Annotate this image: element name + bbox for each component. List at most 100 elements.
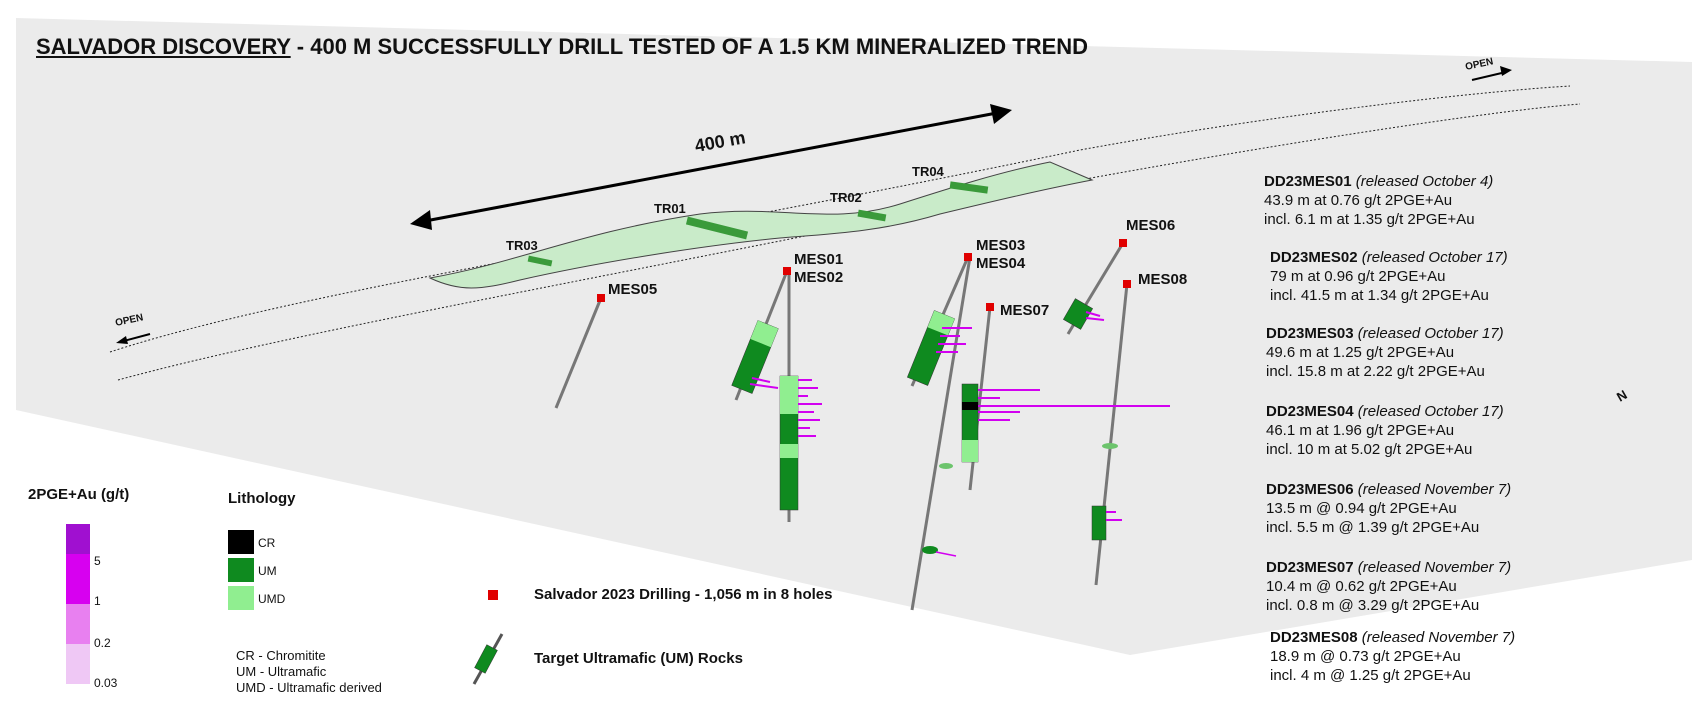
interval-mes04-mid (939, 463, 953, 469)
trench-tr04 (949, 181, 989, 194)
grade-tick-0-2: 0.2 (94, 636, 111, 650)
collar-mes03-mes04 (964, 253, 972, 261)
trench-tr01 (685, 216, 749, 240)
trench-label-tr01: TR01 (654, 201, 686, 216)
hole-release: (released November 7) (1361, 629, 1516, 646)
lithology-um-swatch (228, 558, 254, 582)
hole-id: DD23MES03 (1266, 325, 1354, 342)
grade-tick-0-03: 0.03 (94, 676, 118, 690)
grade-bars-mes08 (1106, 511, 1122, 521)
hole-label-mes03: MES03 (976, 237, 1025, 254)
hole-trace-mes04 (910, 256, 972, 611)
grade-bars-mes04-deep (935, 551, 957, 557)
hole-line1: 46.1 m at 1.96 g/t 2PGE+Au (1266, 422, 1455, 439)
abbr-um: UM - Ultramafic (236, 664, 327, 679)
interval-mes08-upper (1102, 443, 1118, 449)
interval-mes01 (731, 320, 779, 394)
trench-label-tr02: TR02 (830, 190, 862, 205)
hole-release: (released October 4) (1355, 173, 1494, 190)
mineralized-zone (428, 161, 1094, 289)
collar-mes06 (1119, 239, 1127, 247)
hole-line2: incl. 6.1 m at 1.35 g/t 2PGE+Au (1264, 211, 1475, 228)
legend-drilling-text: Salvador 2023 Drilling - 1,056 m in 8 ho… (534, 586, 833, 603)
hole-id: DD23MES07 (1266, 559, 1354, 576)
hole-line1: 13.5 m @ 0.94 g/t 2PGE+Au (1266, 500, 1457, 517)
open-right-arrowhead (1500, 66, 1512, 76)
grade-tick-5: 5 (94, 554, 101, 568)
hole-line1: 49.6 m at 1.25 g/t 2PGE+Au (1266, 344, 1455, 361)
lithology-cr-label: CR (258, 536, 276, 550)
hole-id: DD23MES02 (1270, 249, 1358, 266)
grade-bars-mes02 (798, 379, 822, 437)
hole-id: DD23MES01 (1264, 173, 1352, 190)
page-title: SALVADOR DISCOVERY - 400 M SUCCESSFULLY … (36, 34, 1088, 60)
grade-bars-mes06 (1085, 311, 1105, 321)
open-right-arrow (1471, 71, 1507, 81)
hole-label-mes02: MES02 (794, 269, 843, 286)
collar-mes05 (597, 294, 605, 302)
grade-bars-mes03 (936, 327, 972, 353)
interval-mes04-deep (922, 546, 938, 554)
hole-id: DD23MES04 (1266, 403, 1354, 420)
collar-mes07 (986, 303, 994, 311)
hole-label-mes08: MES08 (1138, 271, 1187, 288)
legend-target-text: Target Ultramafic (UM) Rocks (534, 650, 743, 667)
open-left-arrowhead (116, 336, 128, 344)
hole-label-mes01: MES01 (794, 251, 843, 268)
lithology-um-label: UM (258, 564, 277, 578)
hole-line1: 10.4 m @ 0.62 g/t 2PGE+Au (1266, 578, 1457, 595)
interval-mes02 (779, 375, 799, 511)
collar-mes08 (1123, 280, 1131, 288)
abbr-cr: CR - Chromitite (236, 648, 326, 663)
hole-line2: incl. 41.5 m at 1.34 g/t 2PGE+Au (1270, 287, 1489, 304)
lithology-umd-label: UMD (258, 592, 286, 606)
ground-surface (16, 18, 1692, 655)
grade-bars-mes04 (978, 389, 1170, 421)
hole-info-mes03: DD23MES03 (released October 17) 49.6 m a… (1266, 324, 1504, 381)
hole-line2: incl. 4 m @ 1.25 g/t 2PGE+Au (1270, 667, 1471, 684)
hole-line1: 79 m at 0.96 g/t 2PGE+Au (1270, 268, 1446, 285)
distance-arrow-right-head (990, 104, 1012, 124)
hole-info-mes08: DD23MES08 (released November 7) 18.9 m @… (1270, 628, 1515, 685)
hole-label-mes04: MES04 (976, 255, 1026, 272)
hole-label-mes05: MES05 (608, 281, 657, 298)
hole-line2: incl. 0.8 m @ 3.29 g/t 2PGE+Au (1266, 597, 1480, 614)
title-rest: - 400 M SUCCESSFULLY DRILL TESTED OF A 1… (290, 34, 1089, 59)
hole-release: (released November 7) (1357, 559, 1512, 576)
hole-line2: incl. 10 m at 5.02 g/t 2PGE+Au (1266, 441, 1473, 458)
collar-mes01-mes02 (783, 267, 791, 275)
hole-label-mes06: MES06 (1126, 217, 1175, 234)
legend-drilling-symbol (488, 590, 498, 600)
hole-trace-mes05 (554, 297, 603, 409)
title-discovery: SALVADOR DISCOVERY (36, 34, 291, 59)
interval-mes03 (906, 310, 956, 386)
legend-target-symbol (472, 633, 504, 685)
hole-id: DD23MES08 (1270, 629, 1358, 646)
grade-scale-bar (66, 524, 90, 684)
hole-line1: 43.9 m at 0.76 g/t 2PGE+Au (1264, 192, 1453, 209)
hole-release: (released October 17) (1361, 249, 1508, 266)
grade-tick-1: 1 (94, 594, 101, 608)
hole-line1: 18.9 m @ 0.73 g/t 2PGE+Au (1270, 648, 1461, 665)
hole-id: DD23MES06 (1266, 481, 1354, 498)
trend-boundary-upper (109, 85, 1571, 353)
interval-mes08 (1091, 505, 1107, 541)
abbr-umd: UMD - Ultramafic derived (236, 680, 382, 695)
lithology-cr-swatch (228, 530, 254, 554)
grade-legend-title: 2PGE+Au (g/t) (28, 486, 130, 503)
hole-info-mes07: DD23MES07 (released November 7) 10.4 m @… (1266, 558, 1511, 615)
hole-info-mes01: DD23MES01 (released October 4) 43.9 m at… (1264, 172, 1493, 229)
hole-info-mes02: DD23MES02 (released October 17) 79 m at … (1270, 248, 1508, 305)
trench-label-tr03: TR03 (506, 238, 538, 253)
hole-label-mes07: MES07 (1000, 302, 1049, 319)
lithology-abbreviations: CR - Chromitite UM - Ultramafic UMD - Ul… (236, 648, 382, 696)
trench-tr02 (857, 209, 887, 222)
hole-info-mes06: DD23MES06 (released November 7) 13.5 m @… (1266, 480, 1511, 537)
hole-release: (released October 17) (1357, 403, 1504, 420)
lithology-legend-title: Lithology (228, 490, 296, 507)
hole-release: (released October 17) (1357, 325, 1504, 342)
lithology-umd-swatch (228, 586, 254, 610)
distance-arrow-left-head (410, 210, 432, 230)
